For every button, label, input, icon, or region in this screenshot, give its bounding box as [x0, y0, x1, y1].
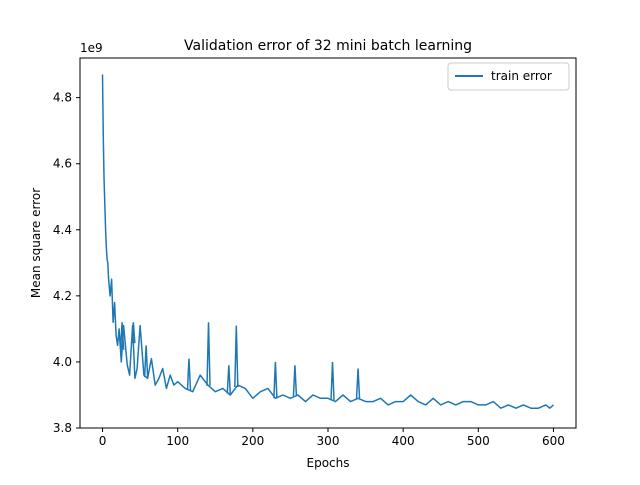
series-spike [119, 322, 125, 350]
x-tick-label: 100 [166, 434, 189, 448]
legend-box [447, 62, 570, 91]
chart-title: Validation error of 32 mini batch learni… [184, 38, 472, 54]
x-axis-label: Epochs [307, 456, 350, 470]
y-tick-label: 4.6 [53, 157, 72, 171]
series-spike [273, 361, 278, 399]
y-axis-ticks: 3.8 4.0 4.2 4.4 4.6 4.8 [53, 91, 80, 435]
legend: train error [447, 62, 570, 91]
x-tick-label: 400 [392, 434, 415, 448]
y-tick-label: 4.8 [53, 91, 72, 105]
series-spike [186, 358, 192, 391]
series-spike [292, 365, 298, 397]
plot-area [101, 74, 554, 409]
y-tick-label: 4.4 [53, 223, 72, 237]
y-offset-label: 1e9 [80, 41, 103, 55]
series-spike [131, 322, 136, 344]
legend-label: train error [491, 69, 552, 83]
y-tick-label: 4.2 [53, 289, 72, 303]
y-tick-label: 4.0 [53, 355, 72, 369]
series-spike [206, 322, 211, 386]
series-spike [330, 361, 335, 401]
x-axis-ticks: 0 100 200 300 400 500 600 [99, 428, 565, 448]
x-tick-label: 0 [99, 434, 107, 448]
series-spike [234, 325, 239, 388]
x-tick-label: 200 [241, 434, 264, 448]
x-tick-label: 500 [467, 434, 490, 448]
y-axis-label: Mean square error [29, 188, 43, 298]
series-spike [226, 365, 232, 394]
series-line-train-error [101, 74, 554, 409]
y-tick-label: 3.8 [53, 421, 72, 435]
x-tick-label: 600 [542, 434, 565, 448]
series-spike [355, 368, 361, 399]
series-spike [143, 345, 149, 378]
x-tick-label: 300 [317, 434, 340, 448]
